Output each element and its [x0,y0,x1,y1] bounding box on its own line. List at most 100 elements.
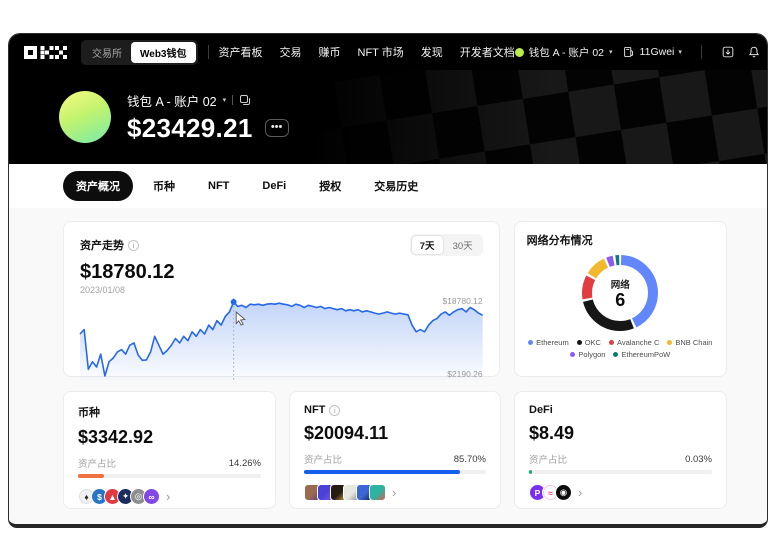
copy-address-button[interactable] [239,94,251,106]
nft-thumb-6 [369,484,386,501]
nft-title: NFT [304,404,326,416]
nav-divider [207,45,209,59]
legend-item-polygon: Polygon [570,350,605,359]
trend-hover-date: 2023/01/08 [80,285,126,295]
cursor-icon [234,311,247,326]
total-balance: $23429.21 [127,112,253,143]
defi-ratio-row: 资产占比 0.03% [529,452,712,467]
nav-item-3[interactable]: 赚币 [318,47,341,59]
tab-2[interactable]: 币种 [153,181,175,193]
progress-track [529,470,712,474]
bell-icon[interactable] [747,45,761,59]
nav-item-1[interactable]: 资产看板 [218,47,263,59]
legend-label: Ethereum [536,338,569,347]
overview-content: 资产走势 i 7天 30天 $18780.12 2023/01/08 $18780… [9,208,767,524]
nft-value: $20094.11 [304,423,389,443]
legend-dot-icon [528,340,534,345]
chevron-down-icon: ▾ [222,97,227,104]
asset-ratio-label: 资产占比 [304,455,343,466]
nav-icon-group [721,45,767,59]
nft-ratio-row: 资产占比 85.70% [304,452,486,467]
defi-card[interactable]: DeFi $8.49 资产占比 0.03% P ≈ ◉ › [514,391,727,509]
coins-title: 币种 [78,407,100,419]
legend-item-avalanche-c: Avalanche C [608,338,660,347]
tab-3[interactable]: NFT [208,180,230,192]
wallet-name-label: 钱包 A - 账户 02 [127,94,217,109]
summary-cards-row: 币种 $3342.92 资产占比 14.26% ♦ $ ▲ ✦ ◎ ∞ › NFT i $20094.11… [63,391,727,509]
tab-6[interactable]: 交易历史 [374,181,419,193]
legend-dot-icon [570,352,576,357]
range-button-2[interactable]: 30天 [452,241,473,252]
nav-item-5[interactable]: 发现 [420,47,443,59]
legend-dot-icon [613,352,619,357]
wallet-name-row[interactable]: 钱包 A - 账户 02 ▾ [127,91,289,110]
coins-ratio-row: 资产占比 14.26% [78,456,261,471]
asset-trend-title: 资产走势 [80,240,124,252]
defi-dark-token-icon: ◉ [555,484,572,501]
coins-value: $3342.92 [78,427,154,447]
progress-fill [304,470,460,474]
legend-dot-icon [608,340,614,345]
okx-logo [23,45,69,59]
asset-ratio-percent: 85.70% [453,453,486,465]
asset-ratio-label: 资产占比 [78,459,117,470]
wallet-status-dot [514,47,524,57]
legend-label: Avalanche C [616,338,660,347]
chart-min-label: $2190.26 [447,369,483,379]
legend-label: EthereumPoW [621,350,671,359]
toggle-exchange[interactable]: 交易所 [92,48,122,60]
donut-center-label: 网络 [610,279,630,291]
tab-1[interactable]: 资产概况 [63,171,133,201]
chevron-right-icon[interactable]: › [166,489,171,504]
info-icon: i [128,239,139,251]
legend-item-ethereum: Ethereum [528,338,569,347]
range-button-1[interactable]: 7天 [410,235,444,255]
wallet-account-selector[interactable]: 钱包 A - 账户 02 ▾ [514,45,613,60]
nft-title-row: NFT i [304,404,486,416]
download-icon[interactable] [721,45,735,59]
chevron-right-icon[interactable]: › [578,485,583,500]
progress-fill [529,470,533,474]
coins-assets-row: ♦ $ ▲ ✦ ◎ ∞ › [78,488,261,505]
wallet-selector-label: 钱包 A - 账户 02 [528,46,605,59]
gas-price-label: 11Gwei [639,46,675,58]
network-legend: Ethereum OKC Avalanche C BNB Chain Polygon Et… [527,338,714,359]
divider [232,95,234,105]
gas-pump-icon [622,45,636,59]
range-toggle: 7天 30天 [409,234,483,256]
okb-token-icon: ◎ [130,488,147,505]
network-distribution-card: 网络分布情况 网络 6 Ethereum OKC Avalanche C BNB Ch… [513,221,727,377]
legend-label: Polygon [578,350,606,359]
defi-assets-row: P ≈ ◉ › [529,484,712,501]
legend-item-okc: OKC [576,338,601,347]
nav-item-2[interactable]: 交易 [279,47,302,59]
defi-value: $8.49 [529,423,575,443]
asset-ratio-percent: 14.26% [228,457,261,469]
chevron-right-icon[interactable]: › [392,485,397,500]
chevron-down-icon: ▾ [609,49,613,56]
legend-dot-icon [576,340,582,345]
gas-price-indicator[interactable]: 11Gwei ▾ [622,45,682,59]
asset-trend-title-row: 资产走势 i [80,237,139,253]
progress-fill [78,474,105,478]
nft-card[interactable]: NFT i $20094.11 资产占比 85.70% › [289,391,501,509]
nav-item-6[interactable]: 开发者文档 [459,47,515,59]
chevron-down-icon: ▾ [678,49,682,56]
tab-4[interactable]: DeFi [262,180,287,192]
coins-card[interactable]: 币种 $3342.92 资产占比 14.26% ♦ $ ▲ ✦ ◎ ∞ › [63,391,276,509]
trend-hover-value: $18780.12 [80,261,175,283]
tab-5[interactable]: 授权 [319,181,342,193]
more-actions-button[interactable]: ••• [264,119,289,137]
asset-ratio-percent: 0.03% [685,453,712,465]
toggle-web3-wallet[interactable]: Web3钱包 [131,41,196,63]
nav-divider [700,45,702,59]
nav-item-4[interactable]: NFT 市场 [357,47,404,59]
donut-center-value: 6 [615,289,626,310]
wallet-hero: 钱包 A - 账户 02 ▾ $23429.21 ••• [9,70,767,164]
nft-assets-row: › [304,484,486,501]
progress-track [78,474,261,478]
asset-trend-chart[interactable]: $18780.12 $2190.26 [79,296,484,380]
legend-item-bnb-chain: BNB Chain [667,338,712,347]
ethw-token-icon: ✦ [117,488,134,505]
